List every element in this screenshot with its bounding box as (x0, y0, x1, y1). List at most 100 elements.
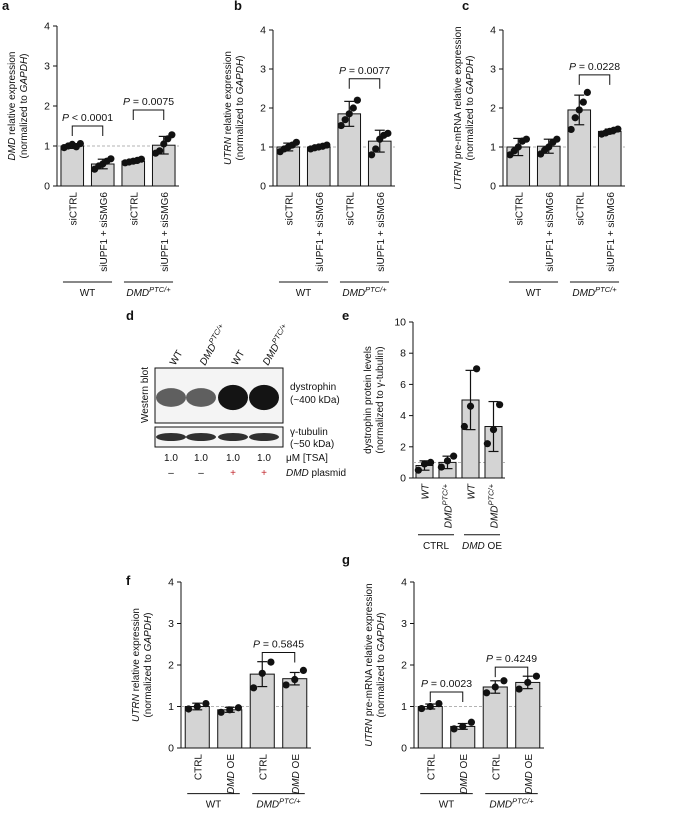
group-label: DMDPTC/+ (126, 285, 171, 300)
category-label-part: siUPF1 + siSMG6 (99, 192, 110, 272)
p-value-part: = 0.4249 (493, 653, 537, 665)
data-point (515, 685, 523, 693)
comparison-bracket (429, 691, 464, 702)
category-label-part: CTRL (491, 754, 502, 781)
category-label-base: WT (467, 483, 478, 499)
y-axis-label: (normalized to GAPDH) (19, 53, 30, 158)
p-value: P = 0.4249 (486, 653, 537, 665)
lane-label-sup: PTC/+ (269, 321, 288, 345)
group-label: WT (439, 800, 455, 811)
y-axis-label-italic: GAPDH (143, 615, 154, 651)
chart-panel-f: f 0 1 2 3 4 UTRN relative expression (normalize… (126, 573, 311, 811)
category-label-italic: DMD (459, 771, 470, 794)
y-axis-label-italic: DMD (7, 138, 18, 161)
group-label: WT (206, 800, 222, 811)
data-point (450, 452, 458, 460)
category-label: DMD OE (459, 754, 470, 794)
category-label: siCTRL (129, 192, 140, 226)
category-label-part: siUPF1 + siSMG6 (606, 192, 617, 272)
y-tick-label: 2 (44, 101, 50, 113)
data-point (349, 104, 357, 112)
panel-label: b (234, 0, 242, 13)
p-value-italic: P (421, 678, 428, 690)
data-point (466, 402, 475, 410)
data-point (579, 98, 587, 106)
p-value: P < 0.0001 (62, 112, 113, 124)
data-point (414, 466, 422, 474)
bar (60, 145, 85, 187)
data-point (249, 684, 258, 692)
y-tick-label: 1 (401, 701, 407, 713)
p-value-italic: P (253, 639, 260, 651)
p-value: P = 0.0023 (421, 678, 472, 690)
y-axis-label-part: (normalized to (465, 94, 476, 160)
category-label: WT (467, 483, 478, 499)
data-point (168, 131, 176, 139)
data-point (291, 675, 299, 684)
p-value: P = 0.0077 (339, 65, 390, 77)
data-point (583, 88, 591, 96)
group-label: DMDPTC/+ (572, 285, 617, 300)
group-label-part: WT (439, 800, 455, 811)
p-value-part: = 0.0023 (428, 678, 472, 690)
p-value: P = 0.5845 (253, 639, 304, 651)
plasmid-sign: – (198, 468, 204, 479)
panel-label: d (126, 308, 134, 323)
group-label: DMDPTC/+ (342, 285, 387, 300)
data-point (76, 140, 84, 148)
data-point (217, 708, 225, 716)
category-label: siCTRL (284, 192, 295, 226)
category-label-base: DMD (490, 505, 501, 528)
y-axis-label: (normalized to γ-tubulin) (375, 346, 386, 453)
category-label: DMD OE (226, 754, 237, 794)
category-label: siUPF1 + siSMG6 (315, 192, 326, 272)
tsa-value: 1.0 (164, 453, 178, 464)
blot-band (186, 433, 216, 441)
y-axis-label-part: (normalized to (19, 92, 30, 158)
data-point (226, 706, 234, 714)
category-label-part: siUPF1 + siSMG6 (376, 192, 387, 272)
y-tick-label: 4 (168, 577, 174, 589)
panel-label: c (462, 0, 469, 13)
data-point (267, 658, 275, 666)
y-tick-label: 0 (260, 181, 266, 193)
data-point (443, 457, 452, 465)
data-point (427, 458, 435, 466)
y-axis-label-part: pre-mRNA relative expression (453, 26, 464, 162)
plasmid-sign: – (168, 468, 174, 479)
plasmid-label-italic: DMD (286, 468, 309, 479)
group-label-sup: PTC/+ (365, 285, 387, 294)
y-axis-label-part: ) (235, 55, 246, 58)
category-label: siCTRL (575, 192, 586, 226)
western-blot-side-label: Western blot (140, 367, 151, 423)
data-point (614, 125, 622, 133)
blot-band (156, 388, 186, 407)
group-label-sup: PTC/+ (595, 285, 617, 294)
y-tick-label: 10 (394, 317, 406, 329)
y-tick-label: 3 (260, 64, 266, 76)
category-label: CTRL (193, 754, 204, 781)
data-point (193, 702, 201, 711)
data-point (473, 365, 481, 373)
group-label-base: DMD (126, 288, 149, 299)
data-point (460, 422, 468, 431)
western-blot-panel: dWT DMDPTC/+WT DMDPTC/+dystrophin(~400 kDa… (126, 308, 346, 479)
data-point (353, 96, 361, 104)
category-label: CTRL (426, 754, 437, 781)
group-label: WT (526, 288, 542, 299)
y-axis-label-italic: GAPDH (19, 56, 30, 92)
data-point (553, 135, 561, 143)
group-label-part: WT (206, 800, 222, 811)
blot-band (218, 384, 248, 411)
p-value-italic: P (62, 112, 69, 124)
tsa-value: 1.0 (194, 453, 208, 464)
y-tick-label: 3 (44, 61, 50, 73)
p-value-italic: P (123, 96, 130, 108)
chart-panel-a: a 0 1 2 3 4 DMD relative expression (normalized… (2, 0, 179, 299)
category-label: CTRL (491, 754, 502, 781)
blot-band (249, 384, 279, 411)
y-tick-label: 1 (168, 701, 174, 713)
bar (306, 146, 331, 187)
category-label: siUPF1 + siSMG6 (545, 192, 556, 272)
